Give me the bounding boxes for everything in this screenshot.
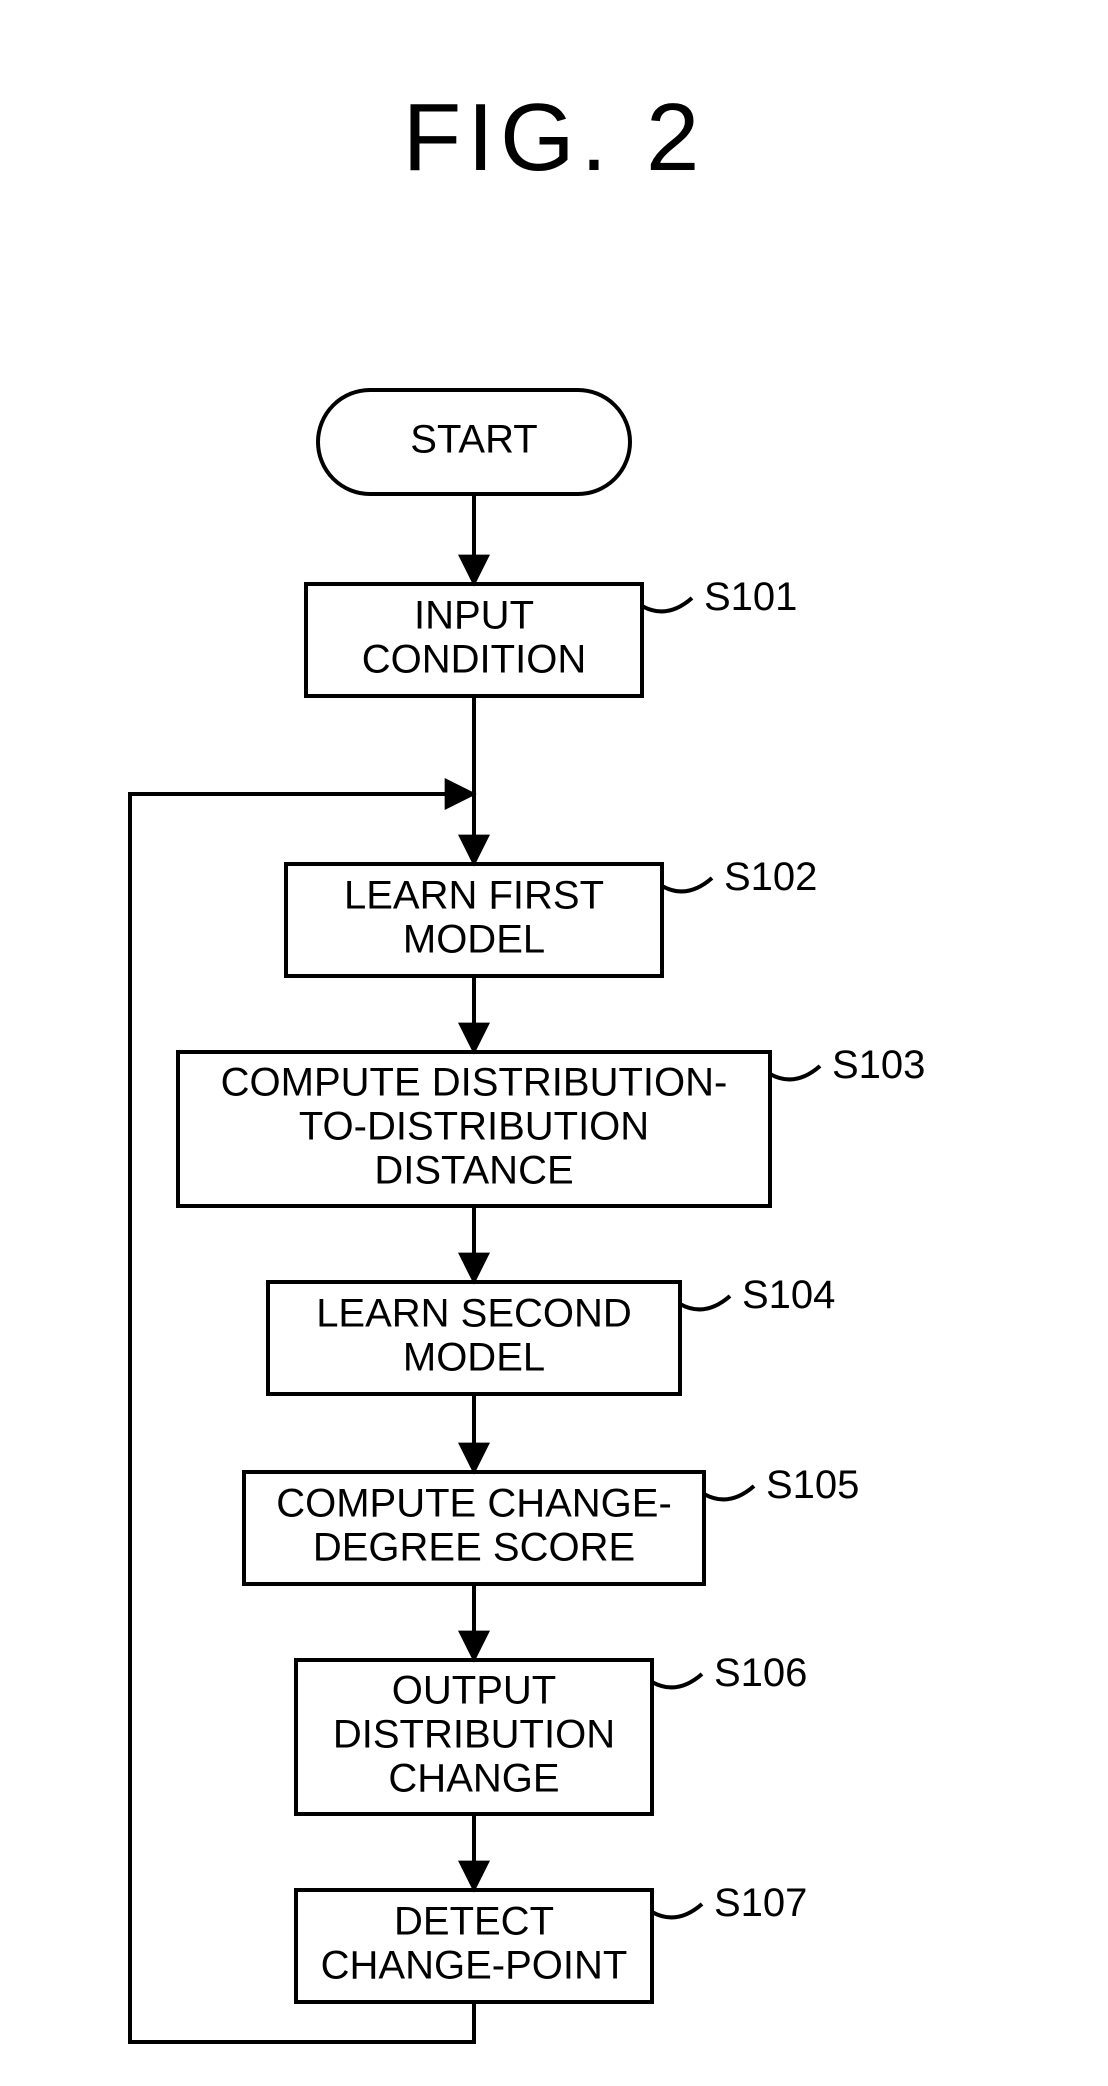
- node-s102-text: MODEL: [403, 918, 545, 962]
- label-s101: S101: [704, 575, 797, 619]
- node-s103-text: COMPUTE DISTRIBUTION-: [221, 1061, 728, 1105]
- label-s105: S105: [766, 1463, 859, 1507]
- label-s107: S107: [714, 1881, 807, 1925]
- node-s104-text: MODEL: [403, 1336, 545, 1380]
- label-s103: S103: [832, 1043, 925, 1087]
- node-s103-text: TO-DISTRIBUTION: [299, 1105, 649, 1149]
- node-s107-text: CHANGE-POINT: [321, 1944, 628, 1988]
- label-s106: S106: [714, 1651, 807, 1695]
- node-s104-text: LEARN SECOND: [316, 1292, 632, 1336]
- node-s101-text: CONDITION: [362, 638, 586, 682]
- label-s104: S104: [742, 1273, 835, 1317]
- node-s106-text: CHANGE: [388, 1757, 559, 1801]
- label-s102: S102: [724, 855, 817, 899]
- node-s106-text: OUTPUT: [392, 1669, 556, 1713]
- figure-title: FIG. 2: [403, 84, 706, 191]
- node-s103-text: DISTANCE: [374, 1149, 573, 1193]
- node-start-text: START: [410, 418, 537, 462]
- node-s106-text: DISTRIBUTION: [333, 1713, 615, 1757]
- node-s105-text: COMPUTE CHANGE-: [276, 1482, 672, 1526]
- node-s102-text: LEARN FIRST: [344, 874, 604, 918]
- node-s101-text: INPUT: [414, 594, 534, 638]
- node-s107-text: DETECT: [394, 1900, 554, 1944]
- node-s105-text: DEGREE SCORE: [313, 1526, 635, 1570]
